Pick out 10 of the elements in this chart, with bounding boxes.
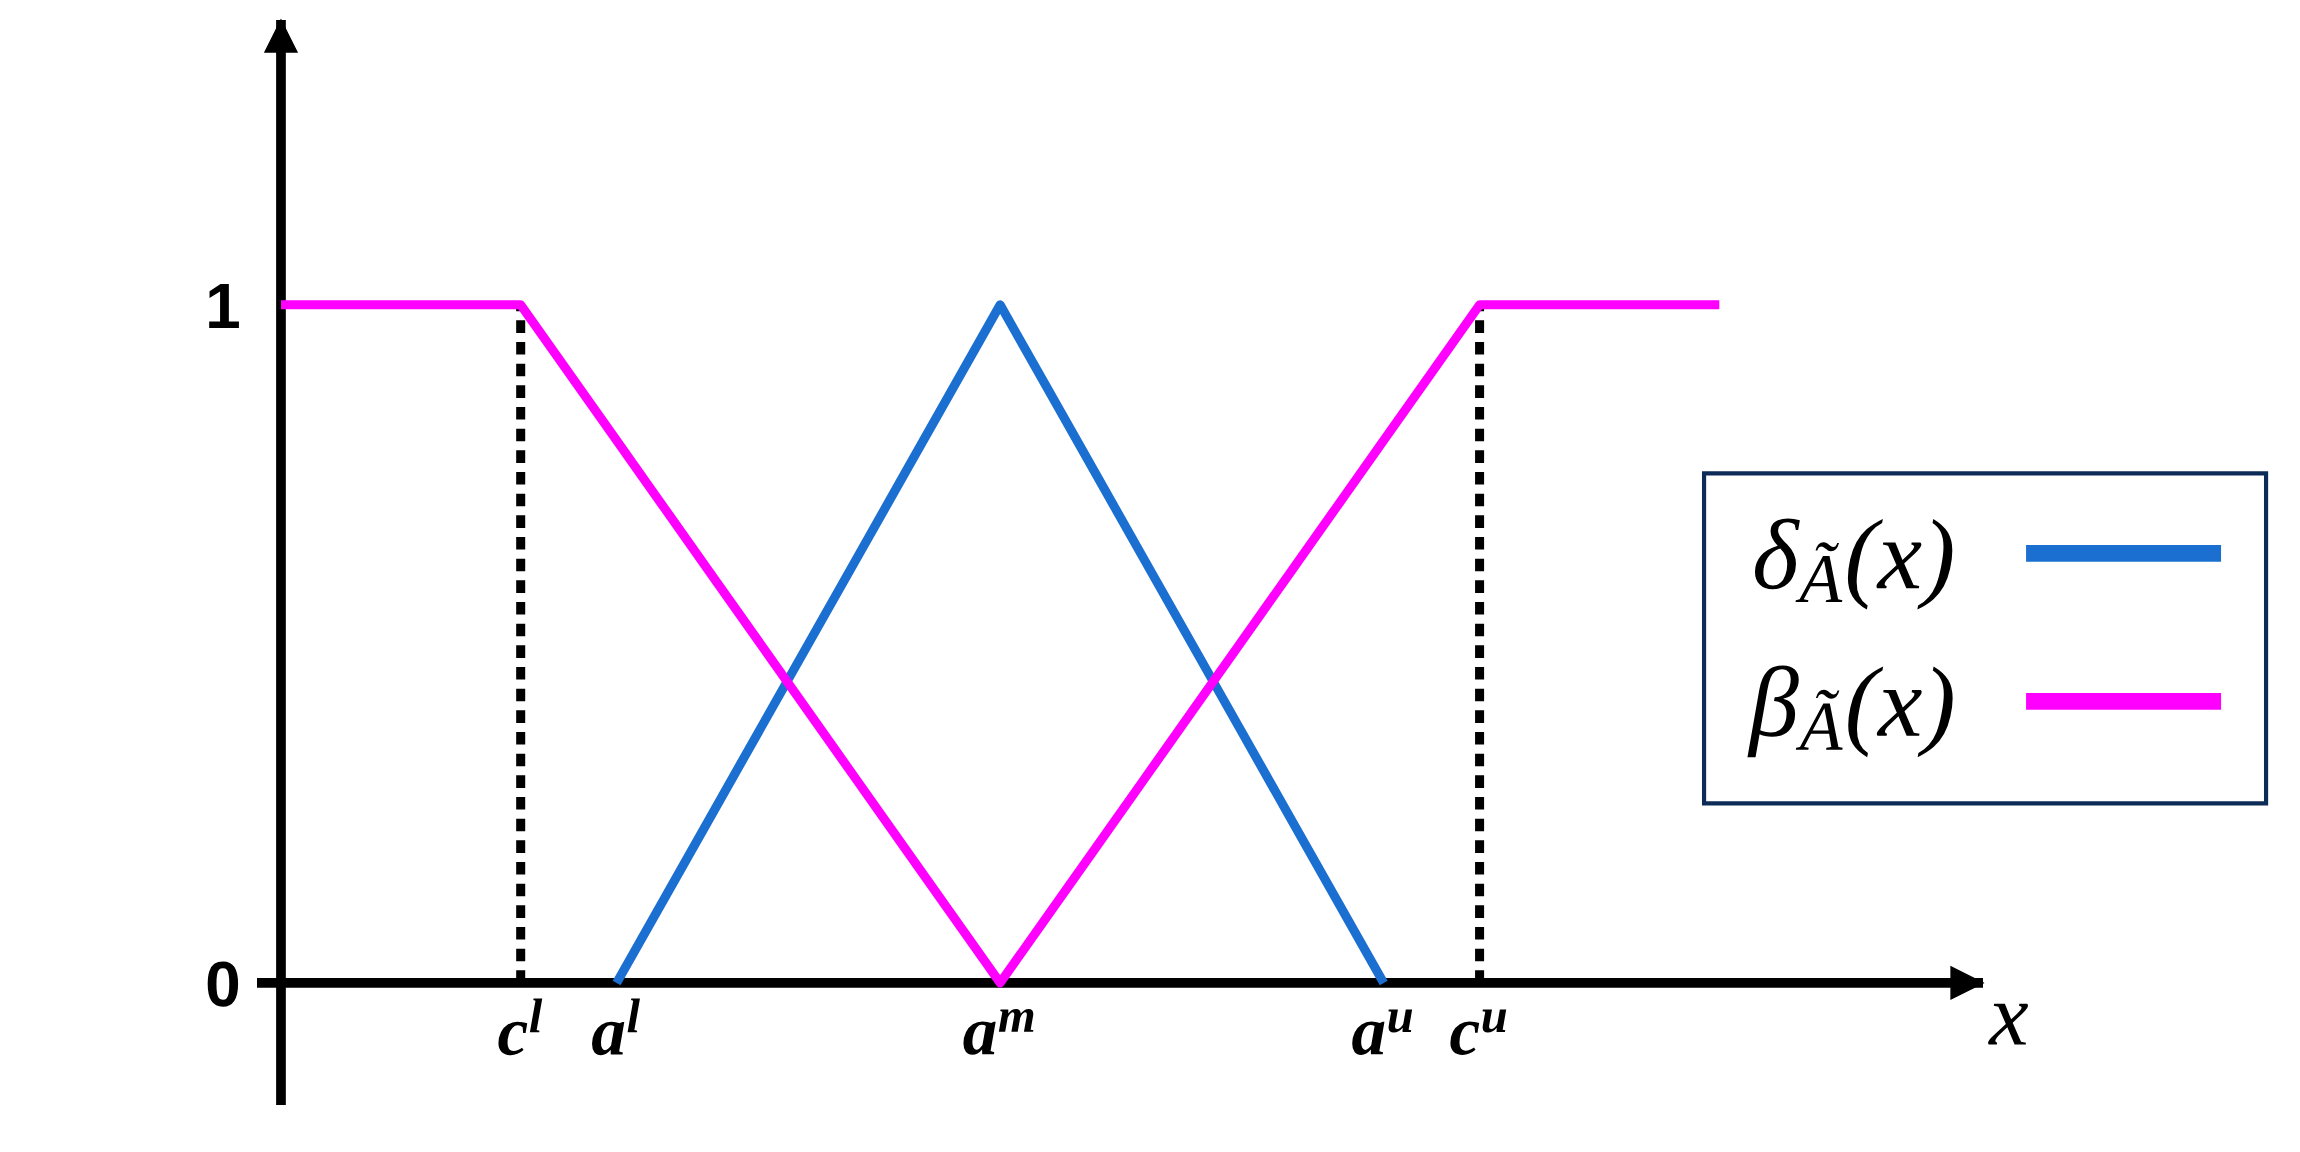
y-tick-label: 1	[209, 284, 239, 328]
y-tick-label: 0	[207, 961, 239, 1007]
x-tick-label: a$^{u}$	[1352, 1009, 1413, 1055]
legend-label: β$_{Ã}$(x)	[1747, 665, 1953, 758]
legend-label: δ$_{Ã}$(x)	[1755, 518, 1953, 610]
x-tick-label: c$^{l}$	[498, 998, 543, 1056]
x-axis-title: x	[1988, 1003, 2028, 1045]
x-tick-label: a$^{l}$	[592, 998, 640, 1056]
x-tick-label: a$^{m}$	[963, 1008, 1034, 1055]
x-tick-label: c$^{u}$	[1450, 1009, 1507, 1055]
